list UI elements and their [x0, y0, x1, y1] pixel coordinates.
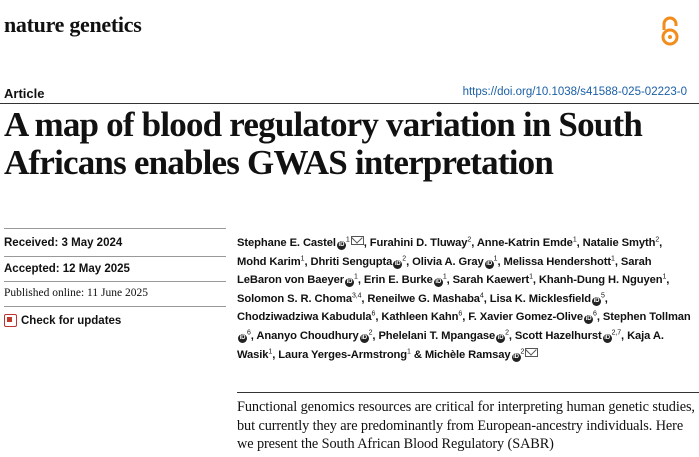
orcid-icon[interactable]: iD — [433, 278, 443, 288]
author-name[interactable]: Erin E. Burke iD1 — [363, 273, 447, 288]
affiliation-superscript: 1 — [345, 236, 350, 244]
orcid-icon[interactable]: iD — [591, 296, 601, 306]
author-name[interactable]: Stephane E. Castel iD1 — [237, 236, 364, 250]
orcid-icon[interactable]: iD — [238, 333, 247, 343]
author-list: Stephane E. Castel iD1, Furahini D. Tluwa… — [237, 236, 691, 362]
check-updates-label: Check for updates — [21, 314, 122, 327]
doi-link[interactable]: https://doi.org/10.1038/s41588-025-02223… — [462, 86, 687, 98]
article-type: Article — [4, 86, 45, 101]
orcid-icon[interactable]: iD — [496, 333, 506, 343]
orcid-icon[interactable]: iD — [602, 333, 612, 343]
open-access-lock-icon — [661, 16, 679, 46]
author-name[interactable]: Olivia A. Gray iD1 — [412, 254, 498, 269]
orcid-icon[interactable]: iD — [584, 315, 594, 325]
article-title: A map of blood regulatory variation in S… — [4, 105, 643, 182]
author-name[interactable]: Khanh-Dung H. Nguyen1 — [538, 273, 667, 287]
author-name[interactable]: Scott Hazelhurst iD2,7 — [514, 329, 622, 343]
author-name[interactable]: Kaja A. Wasik1 — [237, 329, 664, 361]
affiliation-superscript: 2 — [368, 329, 373, 337]
author-name[interactable]: Solomon S. R. Choma3,4 — [237, 292, 362, 305]
author-name[interactable]: Ananyo Choudhury iD2 — [256, 329, 373, 343]
affiliation-superscript: 2 — [520, 347, 525, 355]
orcid-icon[interactable]: iD — [336, 241, 346, 250]
author-name[interactable]: Sarah Kaewert1 — [452, 273, 533, 287]
author-name[interactable]: & Michèle Ramsay iD2 — [414, 347, 539, 362]
affiliation-superscript: 1 — [529, 273, 533, 281]
accepted-date: Accepted: 12 May 2025 — [4, 263, 130, 275]
author-name[interactable]: Kathleen Kahn6 — [381, 310, 463, 324]
author-name[interactable]: Phelelani T. Mpangase iD2 — [378, 329, 509, 343]
affiliation-superscript: 6 — [371, 310, 376, 318]
affiliation-superscript: 2,7 — [611, 329, 622, 337]
affiliation-superscript: 6 — [247, 329, 251, 337]
affiliation-superscript: 2 — [505, 329, 509, 337]
author-name[interactable]: Anne-Katrin Emde1 — [476, 236, 577, 249]
author-name[interactable]: Mohd Karim1 — [237, 254, 305, 268]
check-for-updates-button[interactable]: Check for updates — [4, 314, 121, 327]
author-name[interactable]: Lisa K. Micklesfield iD5 — [489, 292, 605, 306]
abstract-text: Functional genomics resources are critic… — [237, 399, 695, 452]
affiliation-superscript: 6 — [458, 310, 463, 318]
affiliation-superscript: 5 — [600, 292, 605, 300]
affiliation-superscript: 1 — [442, 273, 447, 281]
email-icon[interactable] — [525, 347, 539, 357]
orcid-icon[interactable]: iD — [345, 278, 355, 288]
affiliation-superscript: 1 — [354, 273, 358, 281]
affiliation-superscript: 2 — [655, 236, 660, 244]
author-name[interactable]: Stephen TollmaniD6 — [238, 311, 691, 343]
author-name[interactable]: Natalie Smyth2 — [582, 236, 660, 249]
affiliation-superscript: 1 — [611, 254, 615, 262]
orcid-icon[interactable]: iD — [393, 259, 403, 269]
affiliation-superscript: 1 — [407, 347, 411, 355]
check-updates-icon — [4, 314, 17, 327]
orcid-icon[interactable]: iD — [484, 259, 494, 269]
affiliation-superscript: 6 — [593, 310, 597, 318]
affiliation-superscript: 1 — [300, 254, 305, 262]
author-name[interactable]: F. Xavier Gomez-Olive iD6 — [468, 310, 597, 325]
affiliation-superscript: 1 — [572, 236, 577, 244]
header-divider — [0, 103, 699, 104]
received-date: Received: 3 May 2024 — [4, 237, 123, 249]
published-date: Published online: 11 June 2025 — [4, 287, 148, 299]
abstract-divider — [237, 392, 699, 393]
affiliation-superscript: 3,4 — [351, 292, 362, 300]
orcid-icon[interactable]: iD — [511, 352, 521, 362]
email-icon[interactable] — [350, 236, 364, 245]
author-name[interactable]: Dhriti Sengupta iD2 — [310, 254, 407, 269]
affiliation-superscript: 1 — [493, 254, 498, 262]
orcid-icon[interactable]: iD — [359, 333, 369, 343]
author-name[interactable]: Laura Yerges-Armstrong1 — [278, 347, 411, 361]
affiliation-superscript: 2 — [402, 254, 407, 262]
author-name[interactable]: Chodziwadziwa Kabudula6 — [237, 310, 376, 324]
affiliation-superscript: 4 — [479, 292, 484, 300]
affiliation-superscript: 1 — [662, 273, 667, 281]
author-name[interactable]: Furahini D. Tluway2 — [369, 236, 472, 249]
author-name[interactable]: Sarah LeBaron von Baeyer iD1 — [237, 255, 652, 288]
affiliation-superscript: 1 — [268, 347, 273, 355]
author-name[interactable]: Melissa Hendershott1 — [503, 254, 615, 268]
affiliation-superscript: 2 — [467, 236, 472, 244]
journal-name: nature genetics — [4, 12, 142, 37]
publication-dates: Received: 3 May 2024 Accepted: 12 May 20… — [4, 228, 226, 338]
author-name[interactable]: Reneilwe G. Mashaba4 — [367, 292, 484, 305]
